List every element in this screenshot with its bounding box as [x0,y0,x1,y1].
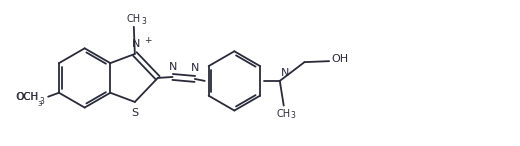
Text: 3: 3 [39,97,44,106]
Text: S: S [131,108,138,118]
Text: 3: 3 [141,17,146,26]
Text: N: N [132,39,140,49]
Text: OH: OH [331,54,348,64]
Text: N: N [281,68,289,78]
Text: +: + [144,36,151,45]
Text: 3: 3 [38,101,42,107]
Text: OCH: OCH [17,92,38,102]
Text: N: N [168,61,177,72]
Text: 3: 3 [290,111,295,120]
Text: CH: CH [127,14,141,24]
Text: OCH: OCH [16,92,39,102]
Text: N: N [191,64,199,73]
Text: CH: CH [277,109,291,119]
